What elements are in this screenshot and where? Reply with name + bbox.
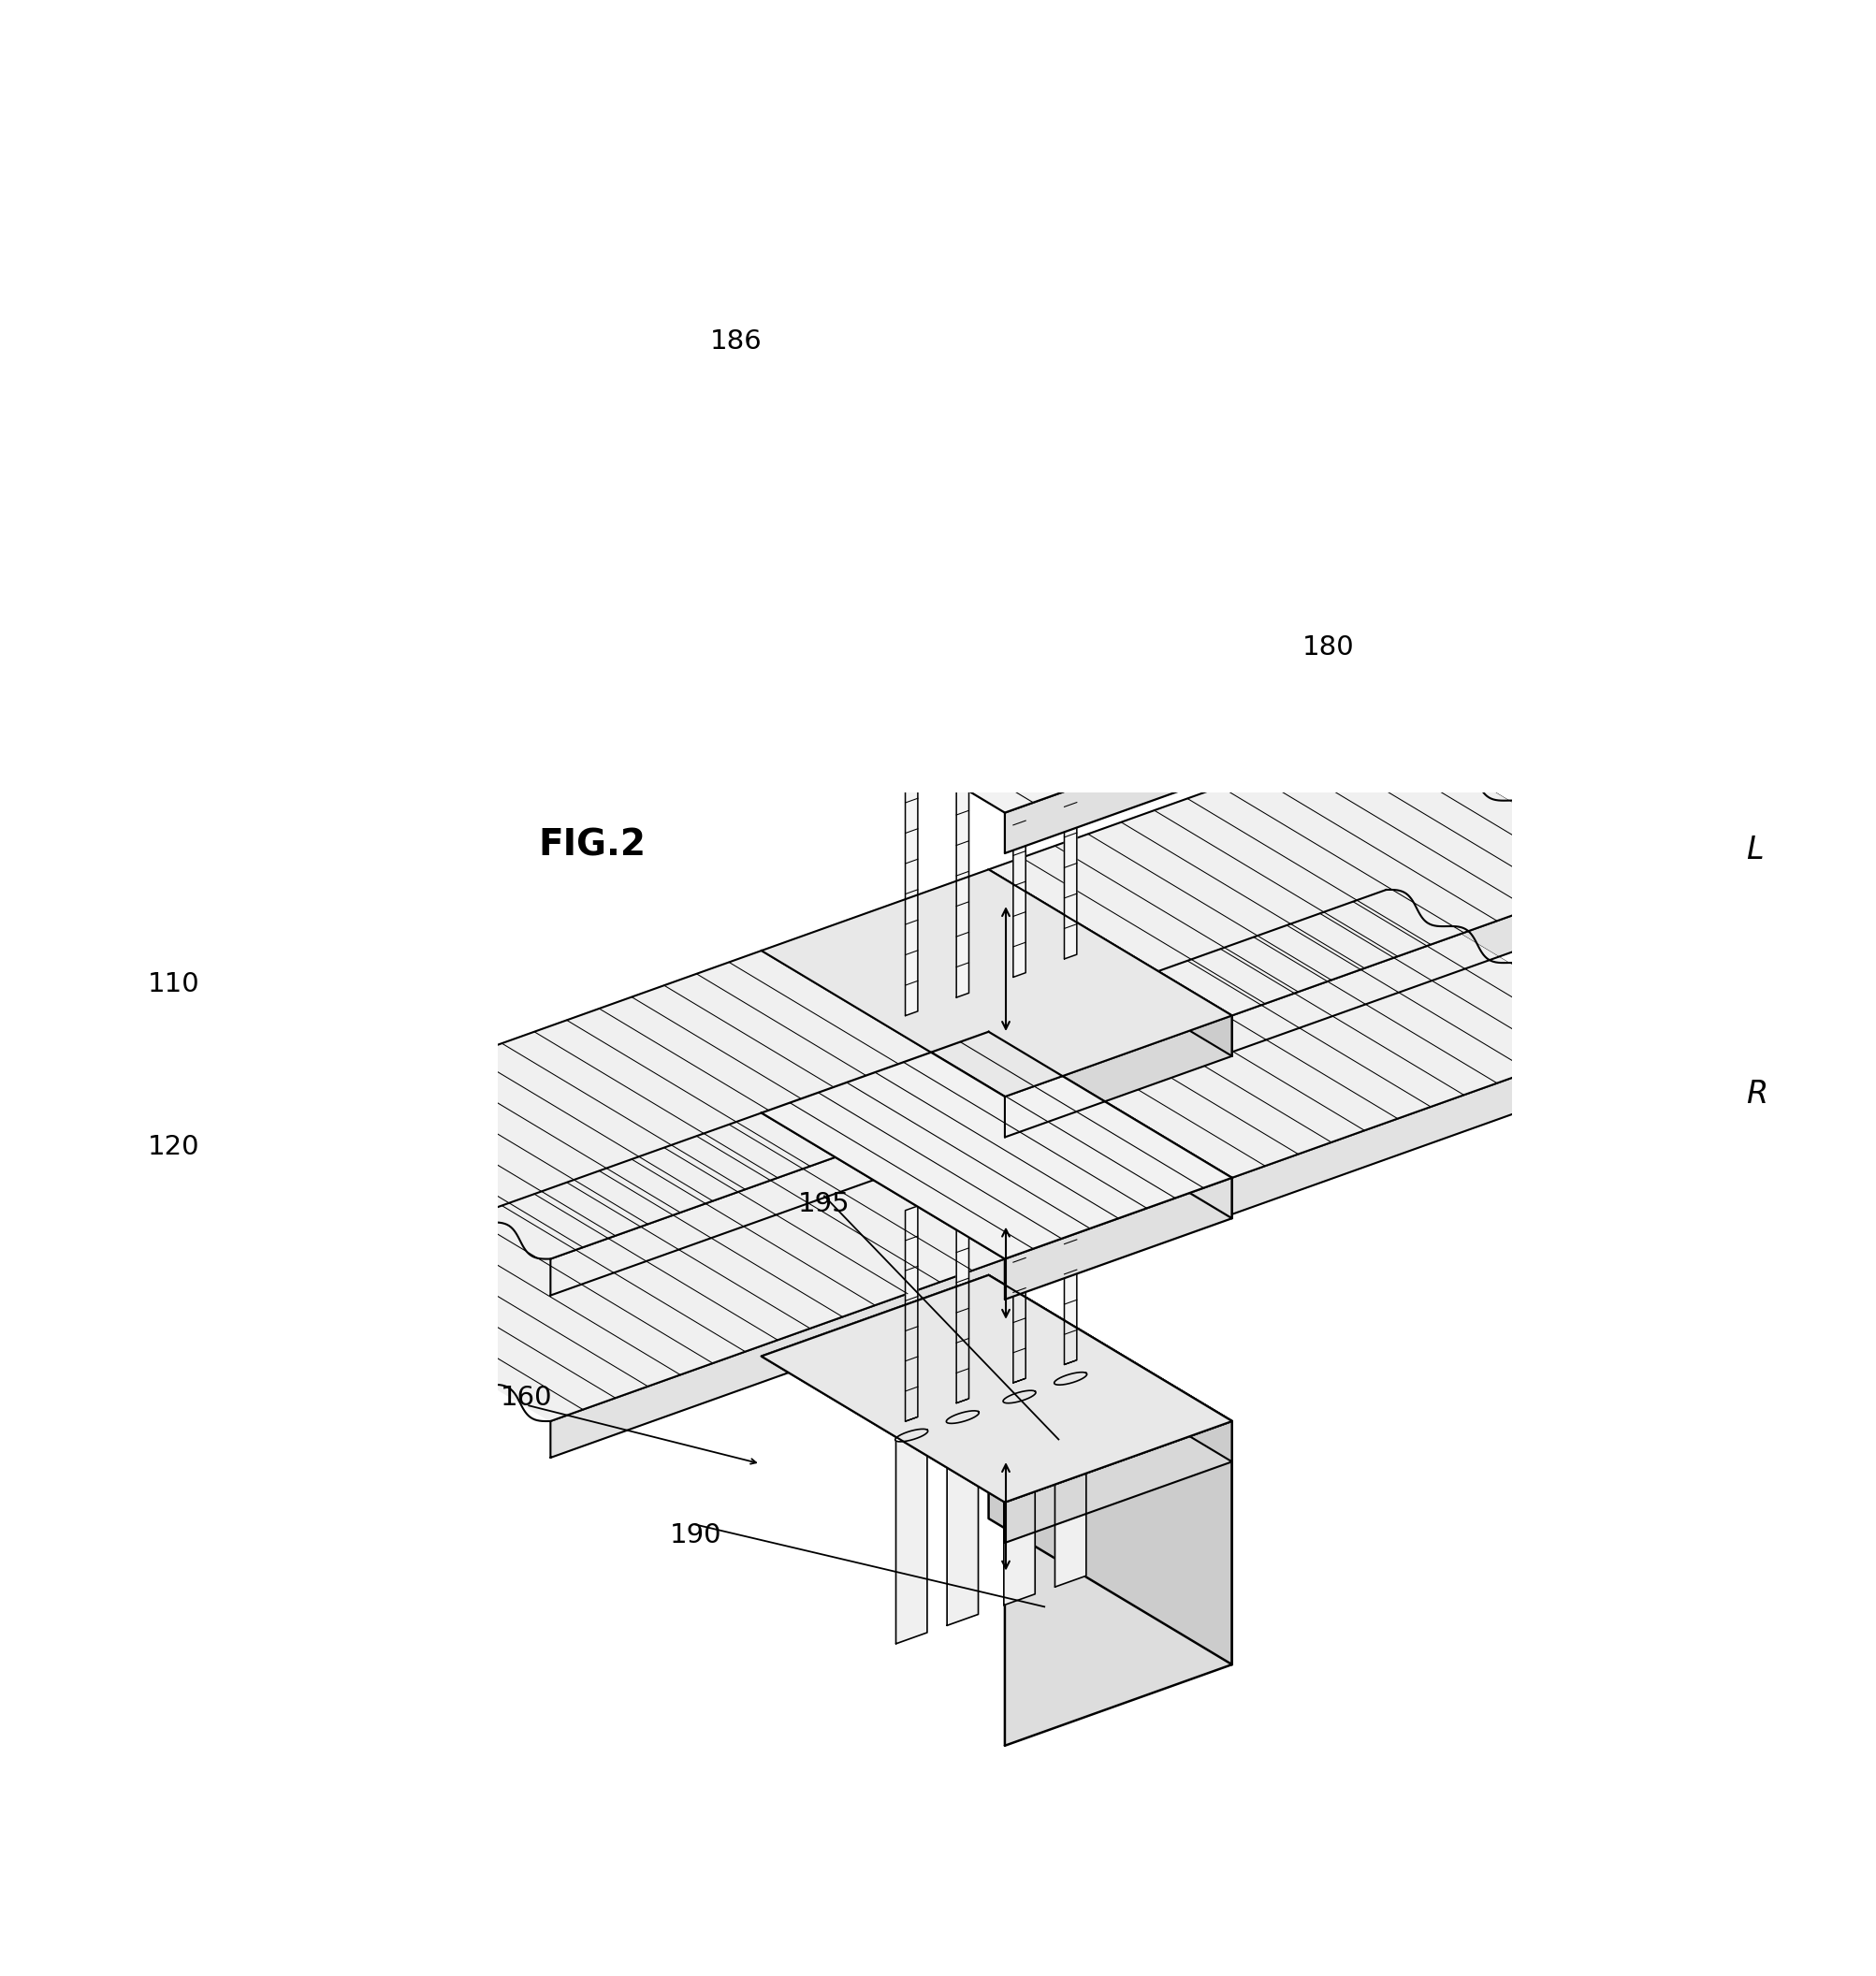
Text: 110: 110: [146, 972, 199, 998]
Polygon shape: [895, 1429, 929, 1442]
Polygon shape: [1006, 1421, 1233, 1543]
Polygon shape: [1006, 1016, 1233, 1138]
Text: 195: 195: [799, 1192, 850, 1217]
Polygon shape: [1064, 1150, 1077, 1365]
Polygon shape: [1386, 889, 1630, 1073]
Polygon shape: [1386, 727, 1630, 911]
Text: R: R: [1747, 1079, 1767, 1109]
Polygon shape: [1233, 873, 1630, 1051]
Polygon shape: [550, 1259, 1006, 1458]
Polygon shape: [842, 300, 863, 447]
Polygon shape: [1013, 1168, 1026, 1383]
Polygon shape: [1054, 1373, 1086, 1587]
Polygon shape: [946, 1411, 979, 1423]
Polygon shape: [1064, 711, 1077, 958]
Text: L: L: [1747, 836, 1763, 865]
Text: 186: 186: [711, 328, 762, 354]
Polygon shape: [989, 1275, 1233, 1664]
Text: 160: 160: [501, 1385, 552, 1411]
Polygon shape: [1006, 1178, 1233, 1300]
Polygon shape: [880, 279, 912, 290]
Polygon shape: [1004, 1391, 1036, 1403]
Text: 120: 120: [148, 1134, 199, 1160]
Polygon shape: [989, 1275, 1233, 1462]
Polygon shape: [1006, 731, 1233, 854]
Polygon shape: [957, 1188, 968, 1403]
Polygon shape: [1006, 1421, 1233, 1745]
Polygon shape: [989, 727, 1630, 1016]
Polygon shape: [897, 1431, 927, 1644]
Polygon shape: [885, 285, 906, 431]
Text: 190: 190: [670, 1522, 722, 1549]
Text: 180: 180: [1302, 634, 1354, 660]
Polygon shape: [1004, 1391, 1036, 1605]
Polygon shape: [762, 1031, 1233, 1259]
Polygon shape: [762, 869, 1233, 1097]
Polygon shape: [927, 263, 957, 275]
Polygon shape: [957, 1399, 968, 1403]
Polygon shape: [308, 950, 1006, 1259]
Text: FIG.2: FIG.2: [538, 828, 645, 864]
Polygon shape: [1013, 729, 1026, 978]
Polygon shape: [989, 869, 1233, 1055]
Polygon shape: [989, 585, 1233, 773]
Polygon shape: [839, 294, 869, 306]
Polygon shape: [1015, 1379, 1024, 1383]
Polygon shape: [308, 1112, 1006, 1421]
Polygon shape: [906, 769, 917, 1016]
Polygon shape: [930, 269, 951, 415]
Polygon shape: [762, 585, 1233, 812]
Polygon shape: [947, 1411, 977, 1626]
Polygon shape: [762, 1275, 1233, 1502]
Polygon shape: [550, 1097, 1006, 1296]
Polygon shape: [906, 1205, 917, 1421]
Polygon shape: [906, 1417, 917, 1421]
Polygon shape: [989, 889, 1630, 1178]
Polygon shape: [777, 368, 1004, 700]
Polygon shape: [1066, 1361, 1075, 1363]
Polygon shape: [989, 1031, 1233, 1219]
Polygon shape: [762, 1275, 1233, 1502]
Polygon shape: [795, 308, 825, 320]
Polygon shape: [1233, 1035, 1630, 1215]
Polygon shape: [801, 314, 822, 460]
Polygon shape: [957, 749, 968, 998]
Polygon shape: [1054, 1371, 1086, 1385]
